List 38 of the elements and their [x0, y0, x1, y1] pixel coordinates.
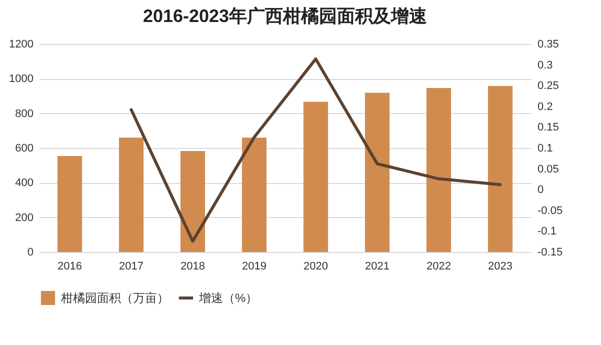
- y-tick-label: 1000: [9, 73, 34, 86]
- chart-title: 2016-2023年广西柑橘园面积及增速: [142, 6, 428, 26]
- y2-tick-label: -0.15: [538, 246, 563, 258]
- y2-tick-label: 0.05: [538, 163, 559, 176]
- x-tick-label: 2023: [488, 260, 512, 272]
- y2-tick-label: 0.35: [538, 38, 559, 50]
- legend-label: 柑橘园面积（万亩）: [60, 291, 169, 305]
- y-tick-label: 0: [27, 246, 34, 258]
- bar: [57, 156, 82, 252]
- y2-tick-label: 0: [538, 184, 544, 196]
- y2-tick-label: 0.15: [538, 122, 559, 134]
- y-tick-label: 400: [15, 177, 34, 190]
- y-tick-label: 1200: [9, 38, 34, 50]
- bar: [364, 92, 390, 252]
- x-tick-label: 2018: [180, 260, 205, 272]
- x-tick-label: 2019: [242, 260, 266, 272]
- x-tick-label: 2017: [119, 260, 144, 272]
- bar: [488, 86, 513, 252]
- x-tick-label: 2016: [58, 260, 82, 272]
- x-tick-label: 2022: [426, 260, 451, 272]
- x-tick-label: 2021: [365, 260, 390, 272]
- bar: [303, 102, 328, 252]
- y2-tick-label: 0.3: [538, 59, 553, 72]
- line-series: [130, 57, 502, 243]
- y2-tick-label: 0.1: [538, 142, 553, 154]
- y-tick-label: 200: [15, 212, 34, 224]
- bar: [118, 138, 144, 252]
- x-tick-label: 2020: [304, 260, 328, 272]
- y2-tick-label: -0.05: [538, 204, 563, 217]
- y2-tick-label: 0.25: [538, 80, 559, 92]
- bar: [180, 150, 206, 252]
- y-tick-label: 800: [15, 108, 34, 120]
- y-tick-label: 600: [15, 142, 34, 154]
- legend-label: 增速（%）: [198, 291, 258, 305]
- bar: [426, 88, 452, 252]
- y2-tick-label: -0.1: [538, 226, 556, 238]
- y2-tick-label: 0.2: [538, 100, 553, 113]
- bar: [242, 138, 267, 252]
